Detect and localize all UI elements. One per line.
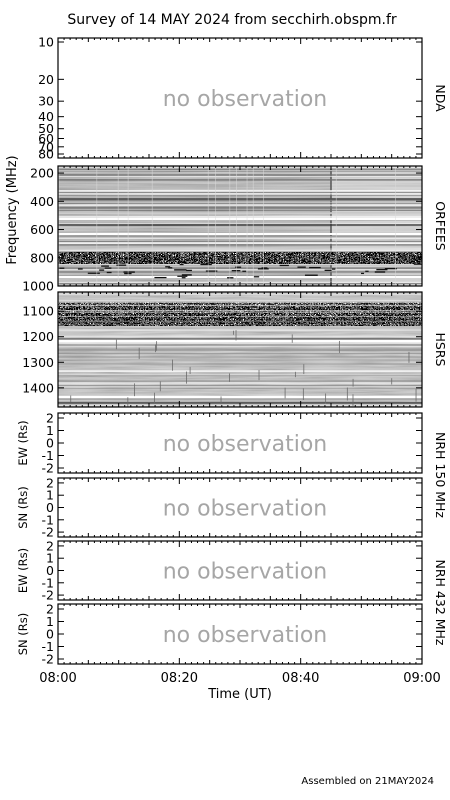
x-tick-label: 08:00 (39, 671, 76, 686)
y-tick-label: -2 (42, 588, 54, 603)
hsrs-spectrum (58, 292, 422, 407)
instrument-label: HSRS (433, 333, 448, 367)
y-tick-label: -2 (42, 461, 54, 476)
y-tick-label: 1400 (22, 380, 54, 395)
panel-ylabel: SN (Rs) (16, 613, 30, 656)
y-tick-label: 10 (38, 35, 54, 50)
y-tick-label: 40 (38, 109, 54, 124)
y-tick-label: -1 (42, 575, 54, 590)
y-tick-label: 70 (38, 139, 54, 154)
y-tick-label: -1 (42, 448, 54, 463)
y-tick-label: 2 (46, 538, 54, 553)
no-observation-label: no observation (163, 560, 328, 585)
x-tick-label: 08:20 (161, 671, 198, 686)
y-tick-label: 0 (46, 500, 54, 515)
y-tick-label: 0 (46, 627, 54, 642)
panel-nrh-150-mhz-3: 210-1-2 EW (Rs) no observation (16, 411, 423, 476)
y-tick-label: 1200 (22, 329, 54, 344)
chart-title: Survey of 14 MAY 2024 from secchirh.obsp… (67, 12, 397, 28)
instrument-label: NRH 150 MHz (433, 432, 448, 518)
y-tick-label: 2 (46, 475, 54, 490)
footer-assembled: Assembled on 21MAY2024 (301, 776, 434, 787)
instrument-label: ORFEES (433, 201, 448, 251)
panel-ylabel: EW (Rs) (16, 548, 30, 593)
y-tick-label: 2 (46, 602, 54, 617)
panel-ylabel: SN (Rs) (16, 486, 30, 529)
y-tick-label: 600 (30, 222, 54, 237)
y-tick-label: 1000 (22, 279, 54, 294)
panel-nrh-432-mhz-6: 210-1-2 SN (Rs) no observation (16, 602, 423, 667)
y-tick-label: 50 (38, 121, 54, 136)
y-tick-label: -2 (42, 525, 54, 540)
x-tick-label: 09:00 (403, 671, 440, 686)
panel-nrh-432-mhz-5: 210-1-2 EW (Rs) no observation (16, 538, 423, 603)
spectrum-right-segment (331, 166, 422, 286)
panel-nrh-150-mhz-4: 210-1-2 SN (Rs) no observation (16, 475, 423, 540)
y-tick-label: 1 (46, 551, 54, 566)
y-tick-label: 20 (38, 72, 54, 87)
y-tick-label: 400 (30, 194, 54, 209)
y-tick-label: 30 (38, 94, 54, 109)
y-tick-label: 1 (46, 423, 54, 438)
y-tick-label: -1 (42, 639, 54, 654)
y-tick-label: 200 (30, 166, 54, 181)
instrument-label: NRH 432 MHz (433, 560, 448, 646)
panel-orfees-1: 200 400 600 800 1000 (22, 165, 423, 294)
no-observation-label: no observation (163, 623, 328, 648)
instrument-label: NDA (433, 84, 448, 112)
y-tick-label: 1100 (22, 304, 54, 319)
y-tick-label: 60 (38, 131, 54, 146)
panel-hsrs-2: 1100 1200 1300 1400 (22, 291, 423, 408)
y-tick-label: -2 (42, 652, 54, 667)
y-tick-label: 1 (46, 614, 54, 629)
orfees-spectrum (58, 166, 422, 286)
frequency-axis-label: Frequency (MHz) (5, 155, 20, 264)
interference-speckle (58, 252, 422, 264)
y-tick-label: 0 (46, 436, 54, 451)
no-observation-label: no observation (163, 497, 328, 522)
y-tick-label: 2 (46, 411, 54, 426)
y-tick-label: -1 (42, 512, 54, 527)
y-tick-label: 800 (30, 250, 54, 265)
y-tick-label: 1 (46, 488, 54, 503)
no-observation-label: no observation (163, 432, 328, 457)
x-tick-label: 08:40 (282, 671, 319, 686)
x-axis: 08:00 08:20 08:40 09:00 (39, 671, 440, 686)
x-axis-label: Time (UT) (207, 687, 272, 702)
panel-ylabel: EW (Rs) (16, 420, 30, 465)
no-observation-label: no observation (163, 87, 328, 112)
y-tick-label: 80 (38, 147, 54, 162)
y-tick-label: 0 (46, 563, 54, 578)
y-tick-label: 1300 (22, 355, 54, 370)
